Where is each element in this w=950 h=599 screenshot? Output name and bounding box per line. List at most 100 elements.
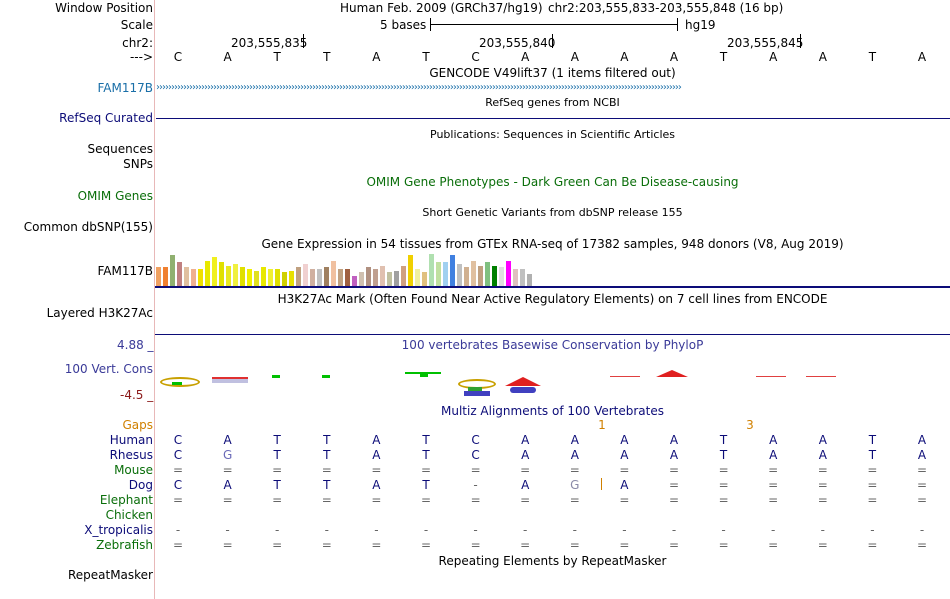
gtex-tissue-bar[interactable] xyxy=(240,267,245,286)
alignment-base: = xyxy=(718,493,729,507)
gtex-tissue-bar[interactable] xyxy=(282,272,287,286)
alignment-base: A xyxy=(917,433,927,447)
gtex-tissue-bar[interactable] xyxy=(492,265,497,286)
gtex-tissue-bar[interactable] xyxy=(520,269,525,286)
gtex-tissue-bar[interactable] xyxy=(450,255,455,286)
gtex-tissue-bar[interactable] xyxy=(443,262,448,286)
gtex-tissue-bar[interactable] xyxy=(387,272,392,286)
species-label[interactable]: Chicken xyxy=(105,508,153,522)
gtex-tissue-bar[interactable] xyxy=(513,269,518,286)
gap-count: 3 xyxy=(746,418,754,432)
gtex-tissue-bar[interactable] xyxy=(338,269,343,286)
alignment-base: - xyxy=(225,523,230,537)
alignment-base: - xyxy=(919,523,925,537)
gtex-tissue-bar[interactable] xyxy=(324,267,329,286)
sequences-track-label[interactable]: Sequences xyxy=(87,142,153,156)
sequence-base: T xyxy=(868,50,877,64)
species-label[interactable]: Zebrafish xyxy=(96,538,153,552)
label-gutter-divider xyxy=(154,0,155,599)
repeatmasker-track-label[interactable]: RepeatMasker xyxy=(67,568,153,582)
h3k27ac-track-title: H3K27Ac Mark (Often Found Near Active Re… xyxy=(277,292,828,306)
gtex-tissue-bar[interactable] xyxy=(478,265,483,286)
gtex-tissue-bar[interactable] xyxy=(317,269,322,286)
gtex-tissue-bar[interactable] xyxy=(436,262,441,286)
sequence-base: C xyxy=(471,50,480,64)
gtex-tissue-bar[interactable] xyxy=(254,270,259,286)
gtex-tissue-bar[interactable] xyxy=(303,263,308,286)
gtex-tissue-bar[interactable] xyxy=(177,262,182,286)
chrom-label: chr2: xyxy=(122,36,153,50)
species-label[interactable]: X_tropicalis xyxy=(84,523,153,537)
gtex-tissue-bar[interactable] xyxy=(198,269,203,286)
snps-track-label[interactable]: SNPs xyxy=(123,157,153,171)
gtex-tissue-bar[interactable] xyxy=(261,267,266,286)
h3k27ac-track-label[interactable]: Layered H3K27Ac xyxy=(46,306,153,320)
cons-track-label[interactable]: 100 Vert. Cons xyxy=(64,362,153,376)
gtex-tissue-bar[interactable] xyxy=(366,267,371,286)
gtex-tissue-bar[interactable] xyxy=(275,269,280,286)
alignment-base: - xyxy=(473,478,478,492)
gtex-tissue-bar[interactable] xyxy=(394,270,399,286)
gtex-expression-bars[interactable] xyxy=(156,252,536,286)
sequence-base: A xyxy=(669,50,679,64)
gtex-baseline xyxy=(155,286,950,288)
gtex-tissue-bar[interactable] xyxy=(268,269,273,286)
cons-track-title: 100 vertebrates Basewise Conservation by… xyxy=(401,338,704,352)
gtex-tissue-bar[interactable] xyxy=(422,272,427,286)
alignment-base: = xyxy=(569,538,580,552)
gtex-tissue-bar[interactable] xyxy=(184,267,189,286)
gtex-tissue-bar[interactable] xyxy=(429,253,434,286)
gtex-tissue-bar[interactable] xyxy=(499,267,504,286)
gtex-tissue-bar[interactable] xyxy=(163,267,168,286)
gtex-tissue-bar[interactable] xyxy=(457,263,462,286)
alignment-base: = xyxy=(321,463,332,477)
gtex-tissue-bar[interactable] xyxy=(296,267,301,286)
gtex-tissue-bar[interactable] xyxy=(527,274,532,286)
gtex-tissue-bar[interactable] xyxy=(212,257,217,286)
dbsnp-track-label[interactable]: Common dbSNP(155) xyxy=(23,220,153,234)
gtex-tissue-bar[interactable] xyxy=(415,269,420,286)
omim-track-label[interactable]: OMIM Genes xyxy=(77,189,153,203)
refseq-track-label[interactable]: RefSeq Curated xyxy=(59,111,153,125)
gtex-tissue-bar[interactable] xyxy=(289,270,294,286)
species-label[interactable]: Rhesus xyxy=(109,448,153,462)
gtex-tissue-bar[interactable] xyxy=(506,260,511,286)
gtex-tissue-bar[interactable] xyxy=(191,269,196,286)
alignment-base: = xyxy=(817,478,828,492)
alignment-base: = xyxy=(321,538,332,552)
gtex-tissue-bar[interactable] xyxy=(156,267,161,286)
gtex-tissue-bar[interactable] xyxy=(373,269,378,286)
species-label[interactable]: Dog xyxy=(128,478,153,492)
gtex-tissue-bar[interactable] xyxy=(170,255,175,286)
gtex-tissue-bar[interactable] xyxy=(247,269,252,286)
alignment-base: = xyxy=(916,538,928,552)
refseq-gene-line[interactable] xyxy=(156,118,950,119)
cons-logo-mark xyxy=(420,372,428,377)
gtex-tissue-bar[interactable] xyxy=(464,267,469,286)
gencode-track-label[interactable]: FAM117B xyxy=(97,81,154,95)
gtex-tissue-bar[interactable] xyxy=(352,275,357,286)
alignment-base: = xyxy=(817,493,828,507)
repeatmasker-track-title: Repeating Elements by RepeatMasker xyxy=(438,554,667,568)
gtex-track-label[interactable]: FAM117B xyxy=(97,264,154,278)
gtex-tissue-bar[interactable] xyxy=(359,272,364,286)
species-label[interactable]: Elephant xyxy=(99,493,153,507)
alignment-base: T xyxy=(273,448,281,462)
gtex-tissue-bar[interactable] xyxy=(380,265,385,286)
gtex-tissue-bar[interactable] xyxy=(485,262,490,286)
alignment-base: = xyxy=(817,463,828,477)
gtex-tissue-bar[interactable] xyxy=(345,269,350,286)
gtex-tissue-bar[interactable] xyxy=(401,265,406,286)
species-label[interactable]: Mouse xyxy=(114,463,153,477)
gencode-gene-feature[interactable]: ››››››››››››››››››››››››››››››››››››››››… xyxy=(156,82,682,93)
gtex-tissue-bar[interactable] xyxy=(205,260,210,286)
gtex-tissue-bar[interactable] xyxy=(233,263,238,286)
gtex-tissue-bar[interactable] xyxy=(226,265,231,286)
gtex-tissue-bar[interactable] xyxy=(471,260,476,286)
gtex-tissue-bar[interactable] xyxy=(331,260,336,286)
gtex-tissue-bar[interactable] xyxy=(310,269,315,286)
species-label[interactable]: Human xyxy=(109,433,153,447)
alignment-base: = xyxy=(420,538,432,552)
gtex-tissue-bar[interactable] xyxy=(219,262,224,286)
gtex-tissue-bar[interactable] xyxy=(408,255,413,286)
